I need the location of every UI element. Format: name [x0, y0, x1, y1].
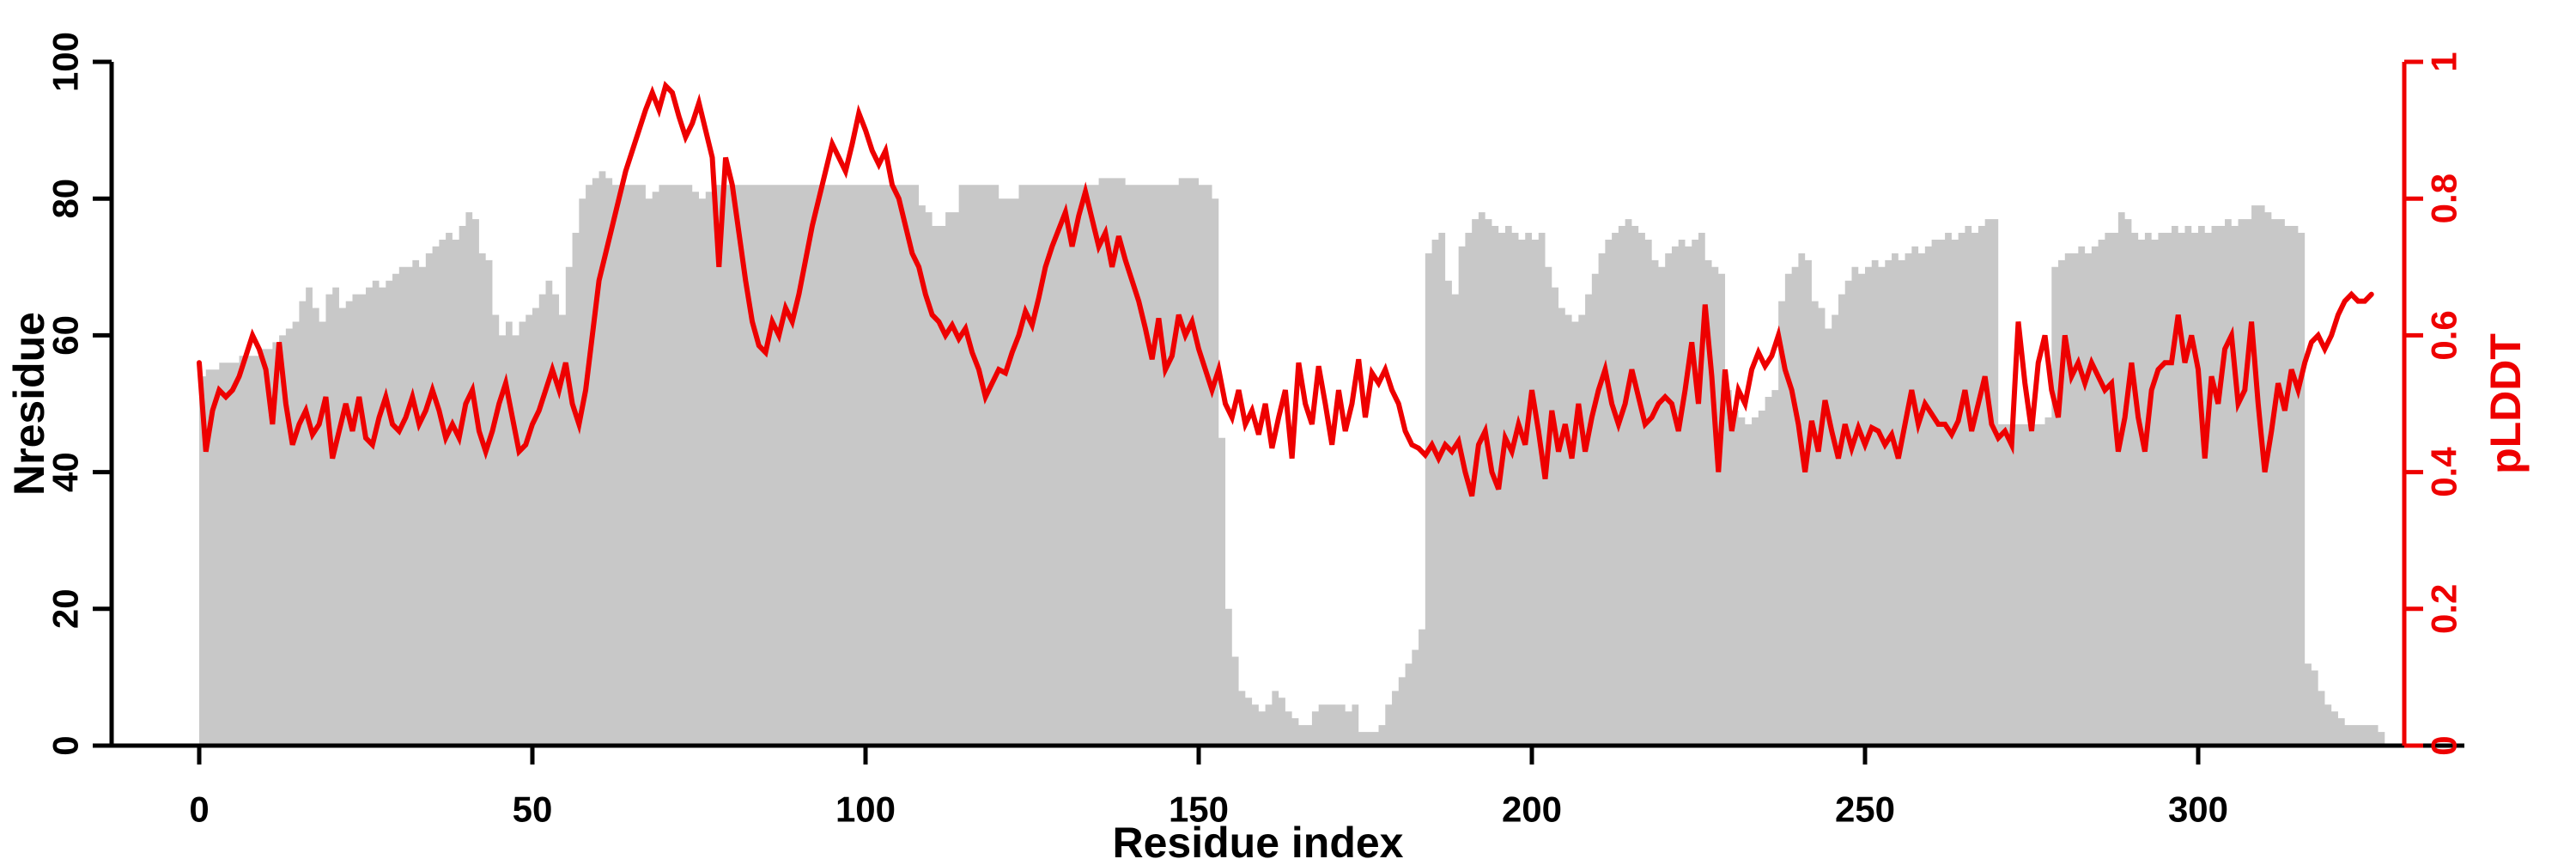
- plddt-line: [197, 81, 2374, 497]
- nresidue-silhouette: [199, 171, 2385, 746]
- left-tick-label: 20: [46, 588, 86, 629]
- left-tick-label: 100: [46, 32, 86, 92]
- left-tick-label: 0: [46, 735, 86, 755]
- left-tick-label: 80: [46, 179, 86, 219]
- right-tick-label: 0.8: [2424, 174, 2464, 223]
- right-tick-label: 0.4: [2424, 447, 2464, 497]
- x-tick-label: 0: [189, 789, 209, 830]
- right-tick-label: 0.2: [2424, 584, 2464, 634]
- x-tick-label: 200: [1502, 789, 1562, 830]
- left-tick-label: 40: [46, 452, 86, 492]
- x-tick-label: 50: [513, 789, 553, 830]
- right-tick-label: 1: [2424, 52, 2464, 71]
- y-axis-title-right: pLDDT: [2482, 333, 2530, 474]
- y-axis-title-left: Nresidue: [5, 312, 53, 496]
- x-tick-label: 300: [2168, 789, 2228, 830]
- right-tick-label: 0: [2424, 735, 2464, 755]
- right-tick-label: 0.6: [2424, 310, 2464, 360]
- x-tick-label: 100: [835, 789, 896, 830]
- x-axis-title: Residue index: [1112, 819, 1404, 859]
- x-tick-label: 150: [1169, 789, 1229, 830]
- x-tick-label: 250: [1835, 789, 1895, 830]
- left-tick-label: 60: [46, 315, 86, 356]
